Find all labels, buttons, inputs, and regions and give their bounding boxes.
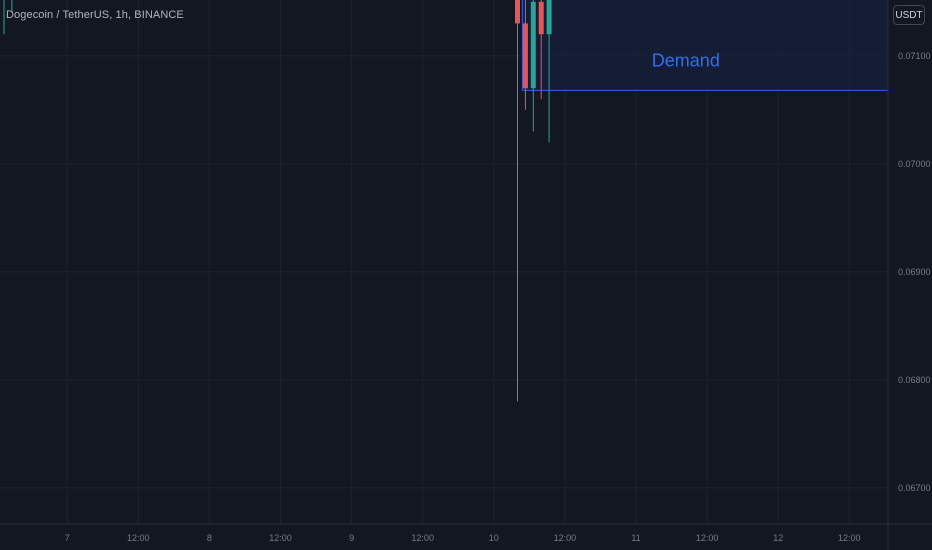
y-tick-label: 0.07000	[898, 159, 931, 169]
x-tick-label: 11	[631, 533, 640, 543]
x-tick-label: 12:00	[838, 533, 861, 543]
currency-button[interactable]: USDT	[893, 5, 925, 25]
candle	[530, 0, 536, 132]
y-tick-label: 0.06700	[898, 483, 931, 493]
y-tick-label: 0.06900	[898, 267, 931, 277]
x-tick-label: 12:00	[269, 533, 292, 543]
x-tick-label: 12:00	[696, 533, 719, 543]
x-tick-label: 7	[65, 533, 70, 543]
candles-layer	[3, 0, 552, 402]
candle	[515, 0, 520, 402]
candle	[546, 0, 552, 143]
x-tick-label: 12:00	[554, 533, 577, 543]
candle	[522, 0, 528, 110]
x-tick-label: 10	[489, 533, 499, 543]
x-tick-label: 12:00	[127, 533, 150, 543]
y-tick-label: 0.06800	[898, 375, 931, 385]
y-tick-label: 0.07100	[898, 51, 931, 61]
candle-body	[522, 23, 528, 89]
symbol-title: Dogecoin / TetherUS, 1h, BINANCE	[6, 9, 184, 21]
x-tick-label: 12	[773, 533, 783, 543]
candle-body	[538, 1, 544, 35]
x-tick-label: 8	[207, 533, 212, 543]
x-tick-label: 12:00	[411, 533, 434, 543]
candle-body	[515, 0, 520, 24]
demand-label: Demand	[652, 51, 720, 71]
demand-zone	[522, 0, 888, 91]
zones-layer	[521, 0, 888, 91]
candle	[3, 0, 5, 35]
grid-lines	[0, 0, 888, 524]
x-tick-label: 9	[349, 533, 354, 543]
candle	[538, 0, 544, 99]
candle-body	[530, 1, 536, 89]
annotations-layer: Supply-5%Demand	[652, 51, 720, 71]
candle-body	[546, 0, 552, 35]
